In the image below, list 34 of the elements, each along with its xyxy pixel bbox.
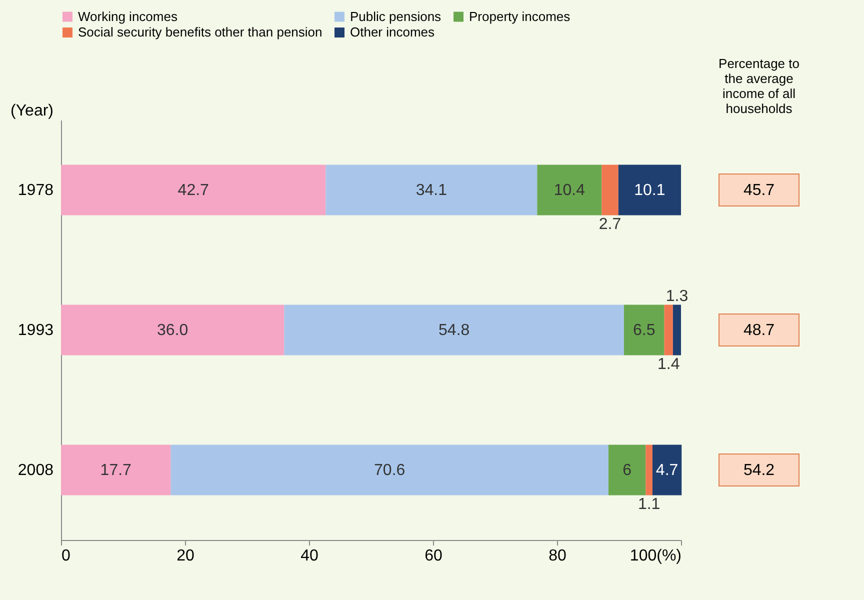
data-label: 4.7 — [656, 462, 678, 479]
data-label: 17.7 — [100, 462, 132, 479]
legend-label: Social security benefits other than pension — [78, 24, 322, 40]
text: Percentage to the average income of all households — [718, 56, 800, 116]
y-axis-title: (Year) — [10, 102, 54, 120]
data-label: 10.4 — [554, 182, 586, 199]
y-tick-label: 1978 — [18, 182, 54, 199]
x-tick-label: 40 — [300, 548, 318, 564]
data-label: 2.7 — [598, 216, 622, 233]
text: 45.7 — [743, 182, 775, 199]
data-label: 1.4 — [657, 356, 680, 373]
data-label: 34.1 — [416, 182, 448, 199]
legend-label: Property incomes — [469, 8, 571, 24]
y-tick-label: 1993 — [18, 322, 54, 339]
data-label: 70.6 — [374, 462, 406, 479]
text: 54.2 — [743, 462, 775, 479]
data-label: 1.1 — [638, 496, 660, 513]
legend-label: Working incomes — [78, 8, 178, 24]
y-tick-label: 2008 — [18, 462, 54, 479]
data-label: 54.8 — [438, 322, 470, 339]
data-label: 6 — [622, 462, 632, 479]
legend-label: Public pensions — [350, 8, 442, 24]
data-label: 42.7 — [178, 182, 210, 199]
x-tick-label: 100(%) — [630, 548, 682, 564]
data-label: 10.1 — [634, 182, 666, 199]
x-tick-label: 60 — [424, 548, 442, 564]
x-tick-label: 0 — [62, 548, 70, 564]
x-tick-label: 20 — [176, 548, 194, 564]
legend-label: Other incomes — [350, 24, 436, 40]
text: 48.7 — [743, 322, 775, 339]
x-tick-label: 80 — [548, 548, 566, 564]
data-label: 1.3 — [666, 288, 688, 305]
data-label: 6.5 — [632, 322, 656, 339]
data-label: 36.0 — [157, 322, 188, 339]
